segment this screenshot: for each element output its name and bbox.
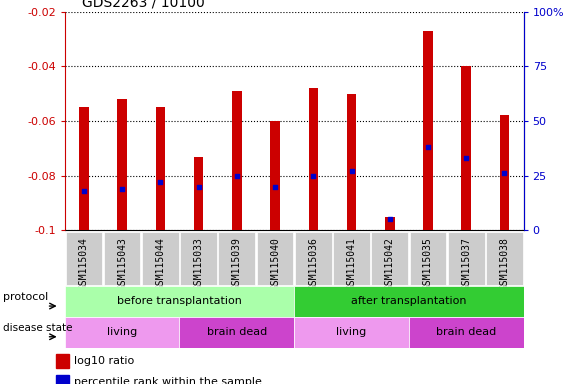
Point bbox=[309, 172, 318, 179]
Text: GDS2263 / 10100: GDS2263 / 10100 bbox=[82, 0, 204, 10]
Text: percentile rank within the sample: percentile rank within the sample bbox=[74, 377, 262, 384]
Text: GSM115037: GSM115037 bbox=[461, 237, 471, 290]
Bar bbox=[79, 107, 88, 230]
Bar bbox=[65, 286, 294, 317]
Point bbox=[156, 179, 165, 185]
Text: brain dead: brain dead bbox=[207, 327, 267, 337]
Bar bbox=[294, 317, 409, 348]
Point bbox=[462, 155, 471, 161]
Bar bbox=[409, 317, 524, 348]
Text: living: living bbox=[107, 327, 137, 337]
FancyBboxPatch shape bbox=[486, 232, 523, 285]
Bar bbox=[294, 286, 524, 317]
Text: GSM115040: GSM115040 bbox=[270, 237, 280, 290]
Bar bbox=[309, 88, 318, 230]
Bar bbox=[232, 91, 242, 230]
Bar bbox=[65, 317, 180, 348]
Bar bbox=[194, 157, 203, 230]
Bar bbox=[385, 217, 395, 230]
FancyBboxPatch shape bbox=[372, 232, 408, 285]
FancyBboxPatch shape bbox=[142, 232, 178, 285]
FancyBboxPatch shape bbox=[448, 232, 485, 285]
Text: GSM115035: GSM115035 bbox=[423, 237, 433, 290]
Point bbox=[79, 188, 88, 194]
FancyBboxPatch shape bbox=[180, 232, 217, 285]
Bar bbox=[56, 354, 69, 368]
FancyBboxPatch shape bbox=[218, 232, 255, 285]
Text: GSM115036: GSM115036 bbox=[309, 237, 318, 290]
Text: GSM115044: GSM115044 bbox=[155, 237, 166, 290]
Bar bbox=[500, 116, 510, 230]
Bar bbox=[56, 375, 69, 384]
Text: disease state: disease state bbox=[3, 323, 73, 333]
FancyBboxPatch shape bbox=[410, 232, 446, 285]
Bar bbox=[347, 94, 356, 230]
Point bbox=[423, 144, 432, 150]
Text: GSM115042: GSM115042 bbox=[385, 237, 395, 290]
Point bbox=[118, 186, 127, 192]
FancyBboxPatch shape bbox=[333, 232, 370, 285]
Bar bbox=[117, 99, 127, 230]
Text: GSM115039: GSM115039 bbox=[232, 237, 242, 290]
Point bbox=[385, 216, 394, 222]
Text: GSM115043: GSM115043 bbox=[117, 237, 127, 290]
Point bbox=[233, 172, 242, 179]
Point bbox=[347, 168, 356, 174]
Text: GSM115034: GSM115034 bbox=[79, 237, 89, 290]
Text: brain dead: brain dead bbox=[436, 327, 497, 337]
Text: GSM115038: GSM115038 bbox=[499, 237, 510, 290]
Bar bbox=[270, 121, 280, 230]
FancyBboxPatch shape bbox=[295, 232, 332, 285]
Text: GSM115041: GSM115041 bbox=[346, 237, 356, 290]
Bar bbox=[180, 317, 294, 348]
FancyBboxPatch shape bbox=[65, 232, 102, 285]
Text: living: living bbox=[337, 327, 367, 337]
Text: protocol: protocol bbox=[3, 292, 48, 302]
Text: log10 ratio: log10 ratio bbox=[74, 356, 135, 366]
FancyBboxPatch shape bbox=[257, 232, 293, 285]
Bar bbox=[462, 66, 471, 230]
FancyBboxPatch shape bbox=[104, 232, 140, 285]
Text: before transplantation: before transplantation bbox=[117, 296, 242, 306]
Bar bbox=[155, 107, 165, 230]
Bar bbox=[423, 31, 433, 230]
Point bbox=[194, 184, 203, 190]
Point bbox=[500, 170, 509, 177]
Text: GSM115033: GSM115033 bbox=[194, 237, 204, 290]
Text: after transplantation: after transplantation bbox=[351, 296, 467, 306]
Point bbox=[271, 184, 280, 190]
